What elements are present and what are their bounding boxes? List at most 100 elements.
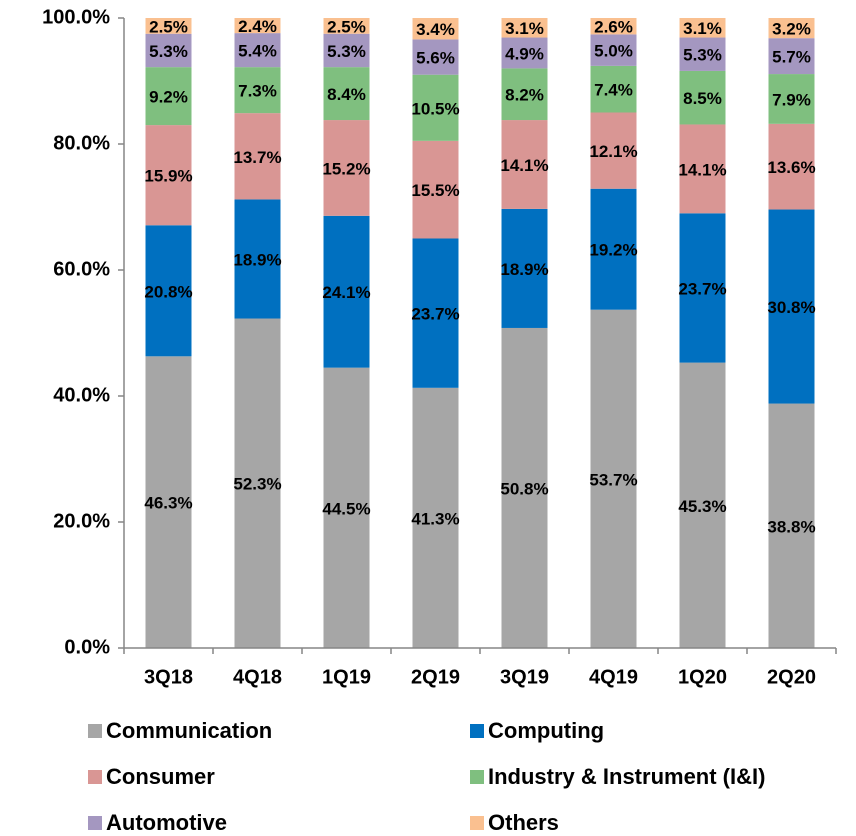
data-label: 14.1%	[678, 160, 726, 179]
data-label: 12.1%	[589, 142, 637, 161]
data-label: 45.3%	[678, 497, 726, 516]
x-tick-label: 1Q19	[322, 666, 371, 688]
bar-segment	[412, 39, 459, 75]
bar-segment	[501, 18, 548, 38]
data-label: 2.6%	[594, 18, 633, 37]
data-label: 5.0%	[594, 42, 633, 61]
data-label: 5.3%	[683, 46, 722, 65]
legend-label: Communication	[106, 718, 272, 743]
y-tick-label: 20.0%	[53, 510, 110, 532]
bar-segment	[145, 18, 192, 34]
bar-segment	[145, 125, 192, 226]
data-label: 2.4%	[238, 17, 277, 36]
data-label: 7.3%	[238, 82, 277, 101]
bar-segment	[768, 74, 815, 124]
data-label: 5.4%	[238, 42, 277, 61]
bar-segment	[501, 120, 548, 209]
data-label: 41.3%	[411, 509, 459, 528]
bar-segment	[323, 67, 370, 121]
data-label: 24.1%	[322, 283, 370, 302]
x-tick-label: 1Q20	[678, 666, 727, 688]
data-label: 2.5%	[327, 17, 366, 36]
y-tick-label: 0.0%	[64, 636, 110, 658]
data-label: 52.3%	[233, 475, 281, 494]
bar-segment	[323, 367, 370, 648]
bar-segment	[145, 356, 192, 648]
bar-segment	[323, 33, 370, 68]
bar-segment	[768, 38, 815, 75]
x-tick-label: 3Q19	[500, 666, 549, 688]
bar-segment	[501, 68, 548, 121]
data-label: 15.9%	[144, 167, 192, 186]
bar-segment	[768, 123, 815, 210]
bar-segment	[679, 37, 726, 71]
bar-segment	[145, 67, 192, 126]
bar-segment	[145, 33, 192, 68]
data-label: 5.3%	[327, 42, 366, 61]
data-label: 23.7%	[411, 305, 459, 324]
x-tick-label: 4Q18	[233, 666, 282, 688]
y-tick-label: 100.0%	[42, 6, 110, 28]
data-label: 18.9%	[233, 250, 281, 269]
data-label: 30.8%	[767, 298, 815, 317]
bar-segment	[590, 65, 637, 113]
data-label: 3.1%	[505, 19, 544, 38]
legend-label: Computing	[488, 718, 604, 743]
data-label: 5.7%	[772, 48, 811, 67]
data-label: 20.8%	[144, 282, 192, 301]
bar-segment	[768, 18, 815, 39]
y-tick-label: 60.0%	[53, 258, 110, 280]
data-label: 3.4%	[416, 20, 455, 39]
data-label: 5.6%	[416, 49, 455, 68]
legend-swatch	[470, 724, 484, 738]
data-label: 53.7%	[589, 470, 637, 489]
data-label: 15.2%	[322, 159, 370, 178]
x-tick-label: 4Q19	[589, 666, 638, 688]
bar-segment	[412, 140, 459, 239]
data-label: 14.1%	[500, 156, 548, 175]
data-label: 10.5%	[411, 99, 459, 118]
bar-segment	[412, 238, 459, 388]
data-label: 15.5%	[411, 181, 459, 200]
y-tick-label: 80.0%	[53, 132, 110, 154]
legend-swatch	[470, 816, 484, 830]
bar-segment	[768, 209, 815, 404]
bar-segment	[590, 34, 637, 66]
bar-segment	[412, 74, 459, 141]
bar-segment	[234, 318, 281, 648]
bar-segment	[590, 188, 637, 310]
data-label: 50.8%	[500, 479, 548, 498]
data-label: 8.4%	[327, 85, 366, 104]
legend-label: Others	[488, 810, 559, 835]
bar-segment	[234, 33, 281, 68]
bar-segment	[679, 18, 726, 38]
bar-segment	[590, 112, 637, 189]
legend-swatch	[88, 816, 102, 830]
bar-segment	[679, 124, 726, 214]
bar-segment	[323, 120, 370, 216]
y-tick-label: 40.0%	[53, 384, 110, 406]
data-label: 7.4%	[594, 81, 633, 100]
data-label: 2.5%	[149, 17, 188, 36]
bar-segment	[679, 213, 726, 363]
legend-label: Automotive	[106, 810, 227, 835]
legend-swatch	[88, 770, 102, 784]
legend-label: Industry & Instrument (I&I)	[488, 764, 765, 789]
data-label: 3.2%	[772, 20, 811, 39]
bar-segment	[590, 18, 637, 35]
bar-segment	[234, 199, 281, 319]
data-label: 7.9%	[772, 90, 811, 109]
bar-segment	[501, 327, 548, 648]
data-label: 13.7%	[233, 148, 281, 167]
data-label: 23.7%	[678, 279, 726, 298]
x-tick-label: 2Q20	[767, 666, 816, 688]
data-label: 9.2%	[149, 88, 188, 107]
x-tick-label: 2Q19	[411, 666, 460, 688]
legend-swatch	[88, 724, 102, 738]
bar-segment	[679, 70, 726, 125]
bar-segment	[590, 309, 637, 648]
data-label: 8.2%	[505, 86, 544, 105]
bar-segment	[412, 387, 459, 648]
legend-swatch	[470, 770, 484, 784]
